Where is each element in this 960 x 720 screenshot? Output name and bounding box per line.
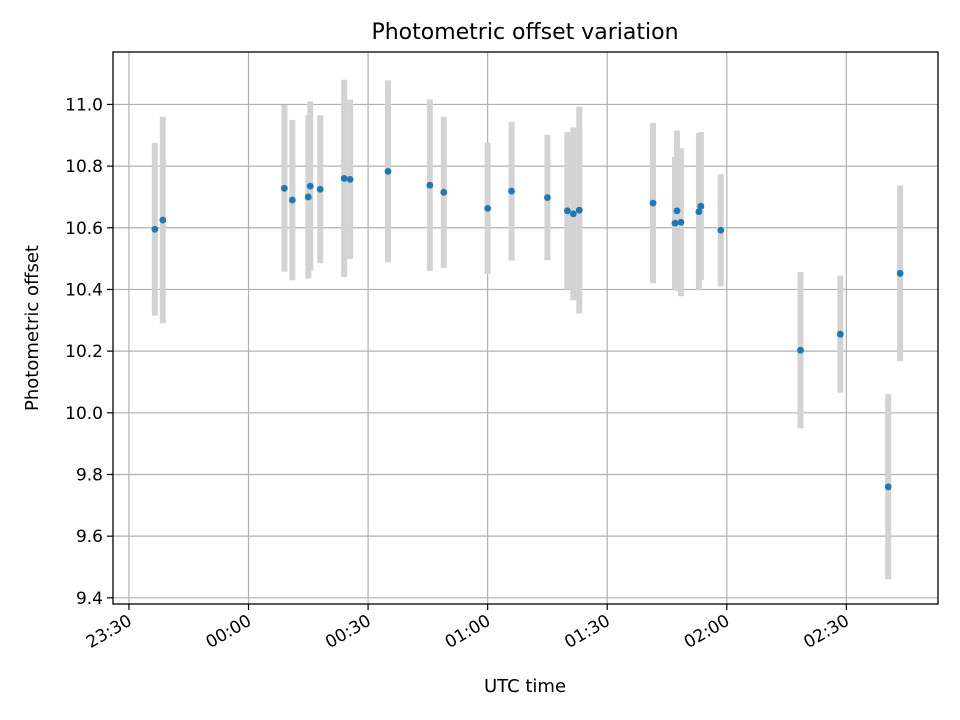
data-point	[677, 218, 685, 226]
y-tick-label: 11.0	[65, 95, 103, 115]
x-axis-label: UTC time	[484, 676, 566, 697]
plot-frame	[112, 51, 939, 605]
axis-ticks: 23:30 00:00 00:30 01:00 01:30 02:00 02:30 9.4 9.…	[65, 95, 853, 652]
data-point	[151, 225, 159, 233]
grid-lines	[113, 52, 938, 604]
chart-title: Photometric offset variation	[371, 20, 678, 45]
data-point	[697, 202, 705, 210]
data-point	[508, 187, 515, 195]
data-point	[884, 483, 892, 491]
data-point	[896, 270, 904, 277]
y-tick-label: 10.0	[65, 404, 103, 424]
y-axis-label: Photometric offset	[22, 245, 43, 411]
data-point	[695, 208, 703, 216]
x-tick-label: 02:30	[800, 611, 852, 653]
y-tick-label: 10.4	[65, 280, 103, 300]
y-tick-label: 10.8	[65, 157, 103, 177]
data-point	[717, 226, 725, 234]
x-tick-label: 00:00	[203, 611, 255, 653]
error-bars	[151, 79, 904, 580]
data-point	[569, 210, 577, 218]
y-tick-label: 9.6	[76, 527, 103, 547]
data-point	[316, 185, 324, 193]
y-tick-label: 9.8	[76, 465, 103, 485]
data-point	[575, 206, 583, 214]
data-point	[484, 204, 492, 212]
x-tick-label: 01:00	[442, 611, 494, 653]
data-point	[159, 216, 167, 224]
x-tick-label: 02:00	[681, 611, 733, 653]
data-point	[797, 346, 804, 354]
x-tick-label: 23:30	[83, 611, 135, 653]
data-point	[671, 219, 679, 227]
data-point	[280, 184, 288, 192]
data-point	[304, 193, 312, 201]
data-point	[288, 196, 296, 204]
data-points	[151, 167, 904, 491]
data-point	[673, 207, 681, 215]
data-point	[563, 207, 571, 215]
data-point	[544, 194, 551, 201]
data-point	[440, 188, 448, 196]
x-tick-label: 01:30	[561, 611, 613, 653]
data-point	[836, 330, 844, 338]
data-point	[346, 175, 354, 183]
data-point	[384, 167, 392, 175]
data-point	[340, 175, 348, 182]
x-tick-label: 00:30	[322, 611, 374, 653]
data-point	[426, 181, 434, 189]
y-tick-label: 10.2	[65, 342, 103, 362]
data-point	[649, 199, 657, 207]
y-tick-label: 9.4	[76, 589, 103, 609]
data-point	[306, 182, 314, 190]
y-tick-label: 10.6	[65, 219, 103, 239]
